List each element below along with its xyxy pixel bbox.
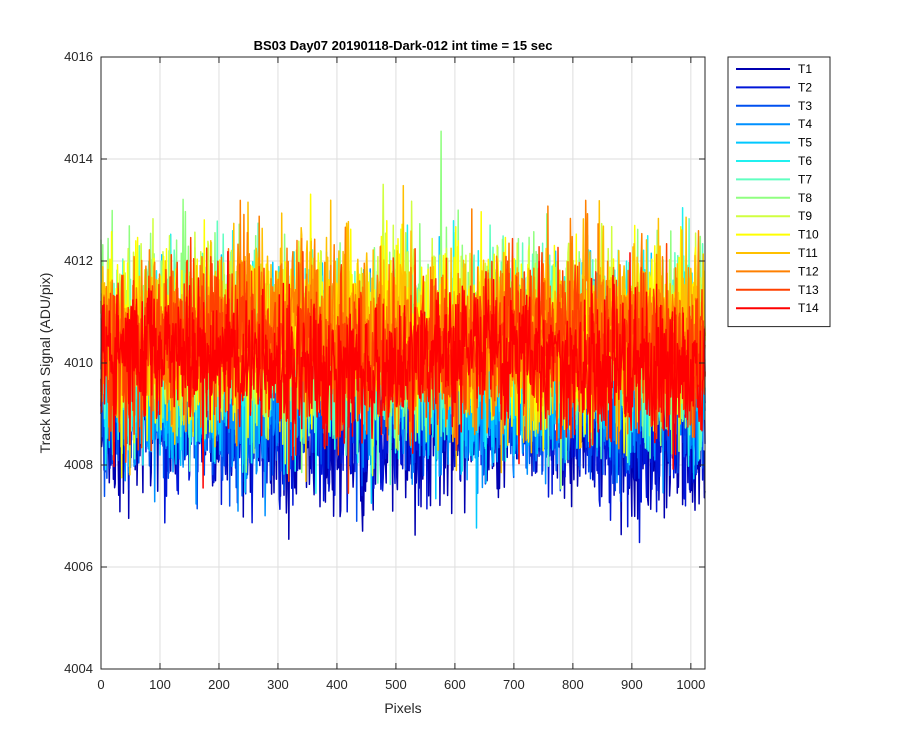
chart-title: BS03 Day07 20190118-Dark-012 int time = …	[254, 38, 553, 53]
y-tick-label: 4016	[64, 49, 93, 64]
y-axis-label: Track Mean Signal (ADU/pix)	[37, 273, 53, 454]
x-tick-label: 300	[267, 677, 289, 692]
x-tick-label: 900	[621, 677, 643, 692]
legend-entry-t13: T13	[798, 283, 819, 297]
y-tick-label: 4010	[64, 355, 93, 370]
x-axis-label: Pixels	[384, 700, 421, 716]
y-tick-label: 4006	[64, 559, 93, 574]
legend-entry-t4: T4	[798, 117, 812, 131]
x-tick-label: 200	[208, 677, 230, 692]
legend-entry-t6: T6	[798, 154, 812, 168]
x-tick-label: 0	[97, 677, 104, 692]
legend-box	[727, 56, 831, 328]
legend-entry-t11: T11	[798, 246, 818, 260]
y-tick-label: 4012	[64, 253, 93, 268]
x-tick-label: 1000	[676, 677, 705, 692]
x-tick-label: 400	[326, 677, 348, 692]
x-tick-label: 500	[385, 677, 407, 692]
legend-entry-t2: T2	[798, 80, 812, 94]
y-tick-label: 4004	[64, 661, 93, 676]
legend-entry-t3: T3	[798, 99, 812, 113]
x-axis: 0 100 200 300 400 500 600 700 800 900 1000	[97, 57, 705, 692]
x-tick-label: 100	[149, 677, 171, 692]
legend: T1 T2 T3 T4 T5 T6 T7 T8 T9 T10 T11 T12 T13 T14	[727, 56, 831, 328]
legend-entry-t8: T8	[798, 191, 812, 205]
legend-entry-t7: T7	[798, 172, 812, 186]
y-axis: 4004 4006 4008 4010 4012 4014 4016	[64, 49, 705, 676]
y-tick-label: 4014	[64, 151, 93, 166]
legend-entry-t12: T12	[798, 264, 819, 278]
legend-entry-t10: T10	[798, 228, 819, 242]
legend-entry-t9: T9	[798, 209, 812, 223]
legend-entry-t14: T14	[798, 301, 819, 315]
x-tick-label: 600	[444, 677, 466, 692]
y-tick-label: 4008	[64, 457, 93, 472]
x-tick-label: 800	[562, 677, 584, 692]
series-line-t14	[100, 250, 706, 489]
series-lines	[100, 130, 706, 544]
legend-entry-t1: T1	[798, 62, 812, 76]
x-tick-label: 700	[503, 677, 525, 692]
legend-entry-t5: T5	[798, 136, 812, 150]
